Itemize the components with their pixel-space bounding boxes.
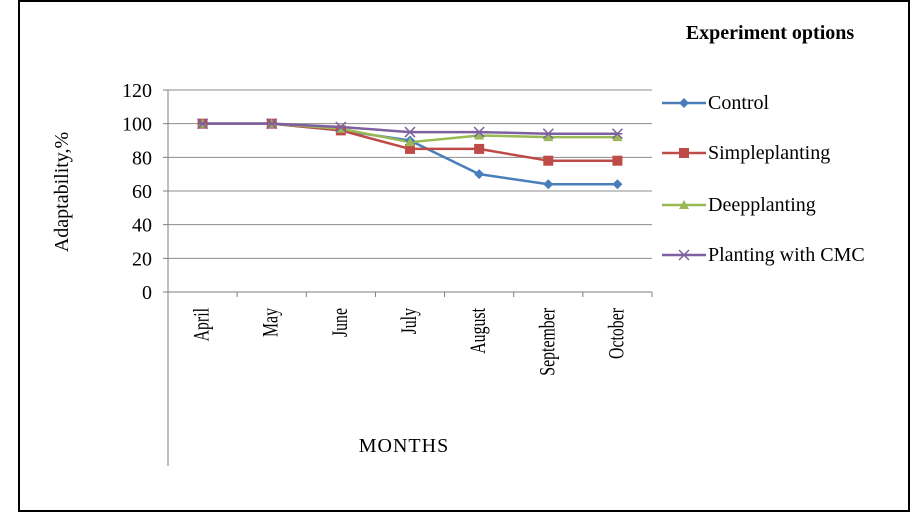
data-point-marker — [335, 121, 347, 133]
data-point-marker — [474, 143, 485, 154]
data-point-marker — [612, 132, 623, 142]
y-tick-label: 60 — [132, 181, 152, 203]
legend-marker — [678, 249, 690, 261]
legend-label: Simpleplanting — [708, 142, 831, 164]
data-point-marker — [405, 137, 415, 147]
data-point-marker — [474, 169, 485, 180]
legend-label: Deepplanting — [708, 194, 816, 216]
series-markers — [197, 118, 623, 190]
gridlines — [168, 89, 652, 259]
legend-swatch — [662, 148, 706, 158]
x-tick-label: April — [190, 308, 214, 341]
x-axis-label: MONTHS — [359, 435, 449, 457]
data-point-marker — [612, 155, 623, 166]
data-point-marker — [543, 132, 554, 142]
y-tick-label: 120 — [122, 80, 152, 102]
x-tick-label: May — [259, 308, 283, 337]
legend-marker — [679, 148, 689, 158]
data-point-marker — [612, 179, 623, 190]
legend-marker — [679, 200, 689, 209]
x-tick-label: July — [398, 308, 422, 335]
legend-item: Simpleplanting — [660, 141, 888, 165]
x-tick-label: October — [605, 307, 629, 358]
data-point-marker — [197, 118, 209, 130]
data-point-marker — [543, 155, 554, 166]
data-point-marker — [543, 179, 554, 190]
y-tick-label: 40 — [132, 215, 152, 237]
legend-label: Planting with CMC — [708, 244, 865, 266]
axes — [163, 89, 653, 466]
data-point-marker — [404, 126, 416, 138]
legend-marker — [679, 98, 689, 108]
y-tick-label: 100 — [122, 114, 152, 136]
x-tick-label: June — [328, 308, 352, 337]
legend-label: Control — [708, 92, 770, 114]
legend-item: Planting with CMC — [660, 243, 888, 267]
data-point-marker — [405, 143, 415, 154]
legend-swatch — [662, 200, 706, 209]
legend-swatch — [662, 98, 706, 108]
y-axis-label: Adaptability,% — [51, 132, 73, 252]
y-tick-label: 20 — [132, 248, 152, 270]
data-point-marker — [542, 128, 554, 140]
y-tick-label: 0 — [142, 282, 152, 304]
x-tick-label: September — [536, 307, 560, 375]
data-point-marker — [611, 128, 623, 140]
data-point-marker — [474, 130, 485, 140]
x-tick-labels: April May June July August September October — [190, 307, 629, 375]
legend-item: Deepplanting — [660, 193, 888, 217]
data-point-marker — [266, 118, 278, 130]
legend-title: Experiment options — [685, 22, 855, 44]
chart-frame — [18, 0, 910, 512]
legend-swatch — [662, 249, 706, 261]
y-tick-labels: 0 20 40 60 80 100 120 — [122, 80, 152, 304]
x-tick-label: August — [467, 307, 491, 353]
frame-top-border — [18, 0, 910, 2]
y-tick-label: 80 — [132, 147, 152, 169]
legend-item: Control — [660, 91, 888, 115]
data-point-marker — [473, 126, 485, 138]
